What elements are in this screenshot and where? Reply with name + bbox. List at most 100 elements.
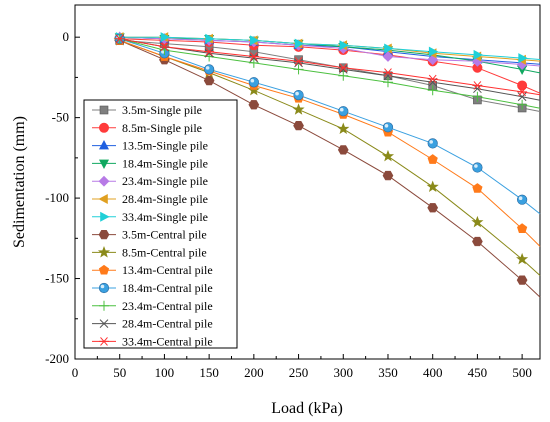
legend-marker-3 [99, 139, 109, 150]
legend-marker-8 [98, 229, 110, 240]
legend-label-5: 23.4m-Single pile [122, 174, 208, 188]
data-point-s13-6 [338, 65, 348, 74]
legend-label-14: 33.4m-Central pile [122, 334, 213, 348]
legend-marker-7 [100, 211, 110, 222]
data-point-s13-10 [517, 92, 527, 102]
legend-marker-11 [98, 282, 110, 294]
data-point-s14-6 [338, 63, 349, 73]
x-tick-label: 500 [512, 365, 532, 380]
legend-marker-1 [99, 105, 109, 115]
data-point-s13-3 [204, 48, 214, 58]
legend-marker-9 [97, 246, 111, 258]
legend-box [83, 99, 238, 349]
data-point-s11-2-highlight [161, 49, 165, 54]
data-point-s12-9 [472, 91, 483, 102]
data-point-s8-9 [472, 236, 483, 247]
data-point-s11-6-highlight [339, 107, 344, 112]
data-point-s8-5 [293, 121, 304, 131]
data-point-s11-9-highlight [474, 164, 478, 168]
data-point-s9-10 [516, 252, 529, 265]
legend-label-13: 28.4m-Central pile [122, 317, 213, 331]
legend-marker-6 [98, 194, 108, 204]
data-point-s2-10 [517, 80, 528, 91]
data-point-s1-5 [294, 55, 303, 65]
legend-marker-5 [98, 175, 110, 187]
x-tick-label: 400 [423, 365, 443, 380]
y-tick-label: -50 [52, 110, 69, 125]
data-point-s12-6 [338, 70, 349, 81]
x-tick-label: 300 [334, 365, 354, 380]
data-point-s12-10 [517, 99, 528, 110]
data-point-s8-10 [516, 275, 528, 285]
data-point-s11-10-highlight [518, 196, 523, 200]
x-tick-label: 200 [244, 365, 264, 380]
y-tick-label: -150 [45, 271, 69, 286]
data-point-s8-6 [337, 145, 349, 155]
data-point-s9-6 [337, 122, 350, 135]
data-point-s11-5 [293, 90, 304, 101]
y-tick-label: 0 [63, 29, 70, 44]
data-point-s12-8 [427, 85, 438, 96]
legend-label-10: 13.4m-Central pile [122, 263, 213, 277]
data-point-s7-5 [294, 38, 305, 49]
legend-marker-2 [99, 122, 109, 133]
data-point-s13-9 [473, 84, 482, 94]
data-point-s8-3 [203, 75, 215, 86]
data-point-s14-2 [159, 42, 170, 52]
y-axis-title: Sedimentation (mm) [11, 116, 28, 248]
data-point-s11-3 [204, 64, 215, 75]
legend-marker-10 [98, 264, 110, 275]
data-point-s11-8 [427, 138, 438, 149]
data-point-s7-8 [428, 46, 439, 57]
y-tick-label: -100 [45, 190, 69, 205]
data-point-s14-8 [427, 74, 438, 84]
legend-label-2: 8.5m-Single pile [122, 121, 202, 135]
data-point-s7-6 [339, 40, 349, 51]
data-point-s11-4 [248, 77, 259, 88]
data-point-s7-3 [205, 33, 215, 44]
data-point-s9-9 [471, 215, 484, 228]
data-point-s13-7 [383, 71, 393, 81]
legend-marker-4 [99, 159, 109, 170]
legend-label-9: 8.5m-Central pile [122, 245, 207, 259]
x-tick-label: 250 [289, 365, 309, 380]
legend-label-6: 28.4m-Single pile [122, 192, 208, 206]
data-point-s14-10 [517, 87, 528, 97]
data-point-s11-9 [472, 162, 483, 173]
data-point-s5-7 [382, 51, 394, 62]
data-point-s14-7 [382, 68, 393, 77]
legend-label-7: 33.4m-Single pile [122, 210, 208, 224]
data-point-s13-5 [294, 58, 303, 68]
data-point-s14-5 [293, 56, 304, 66]
data-point-s10-9 [472, 183, 483, 193]
x-tick-label: 450 [468, 365, 488, 380]
data-point-s7-2 [160, 32, 171, 43]
legend-marker-11-highlight [100, 284, 105, 289]
x-tick-label: 50 [113, 365, 126, 380]
data-point-s11-10 [517, 194, 528, 205]
x-tick-label: 100 [155, 365, 175, 380]
data-point-s11-7 [382, 122, 394, 133]
data-point-s7-7 [384, 43, 394, 54]
legend-label-1: 3.5m-Single pile [122, 103, 202, 117]
data-point-s10-10 [517, 223, 528, 234]
series-markers [113, 31, 529, 285]
y-axis-ticks: 0 -50 -100 -150 -200 [45, 29, 80, 366]
data-point-s11-6 [338, 106, 349, 117]
legend-label-4: 18.4m-Single pile [122, 156, 208, 170]
data-point-s11-8-highlight [429, 140, 433, 144]
y-tick-label: -200 [45, 351, 69, 366]
legend: 3.5m-Single pile 8.5m-Single pile 13.5m-Si… [83, 99, 238, 349]
legend-label-11: 18.4m-Central pile [122, 281, 213, 295]
data-point-s12-5 [293, 64, 304, 75]
data-point-s14-9 [472, 81, 483, 90]
data-point-s14-1 [114, 34, 125, 44]
data-point-s11-5-highlight [295, 91, 299, 96]
data-point-s8-7 [382, 170, 394, 181]
data-point-s9-7 [381, 149, 395, 162]
data-point-s9-5 [292, 103, 305, 115]
data-point-s14-3 [204, 47, 215, 56]
data-point-s8-4 [248, 100, 260, 110]
x-axis-title: Load (kPa) [271, 400, 343, 417]
